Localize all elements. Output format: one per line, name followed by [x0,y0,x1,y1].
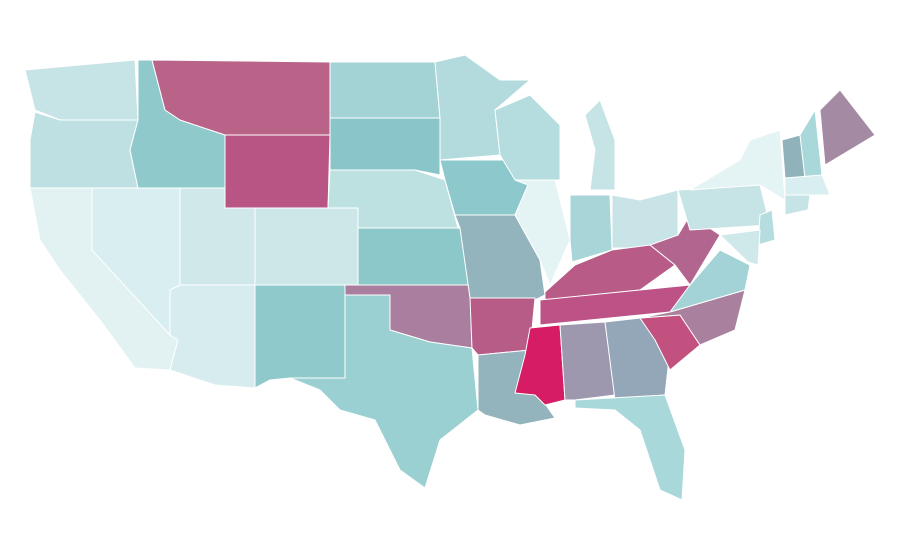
state [254,207,359,286]
state [329,117,441,176]
state [559,321,616,401]
state [289,294,479,489]
state [254,284,346,389]
state [784,194,811,216]
state [357,227,471,286]
state [757,209,776,246]
state [689,129,786,201]
state [719,229,761,266]
state [514,179,571,286]
state [677,184,771,231]
state [469,297,536,356]
state [24,59,139,121]
state [669,249,751,313]
state [329,61,441,119]
states [24,54,876,501]
state [494,94,561,181]
state [584,99,616,191]
state [574,394,686,501]
state [224,134,331,209]
state [29,111,139,189]
state [569,194,613,263]
state [819,89,876,166]
state [784,174,831,196]
state [169,284,256,389]
